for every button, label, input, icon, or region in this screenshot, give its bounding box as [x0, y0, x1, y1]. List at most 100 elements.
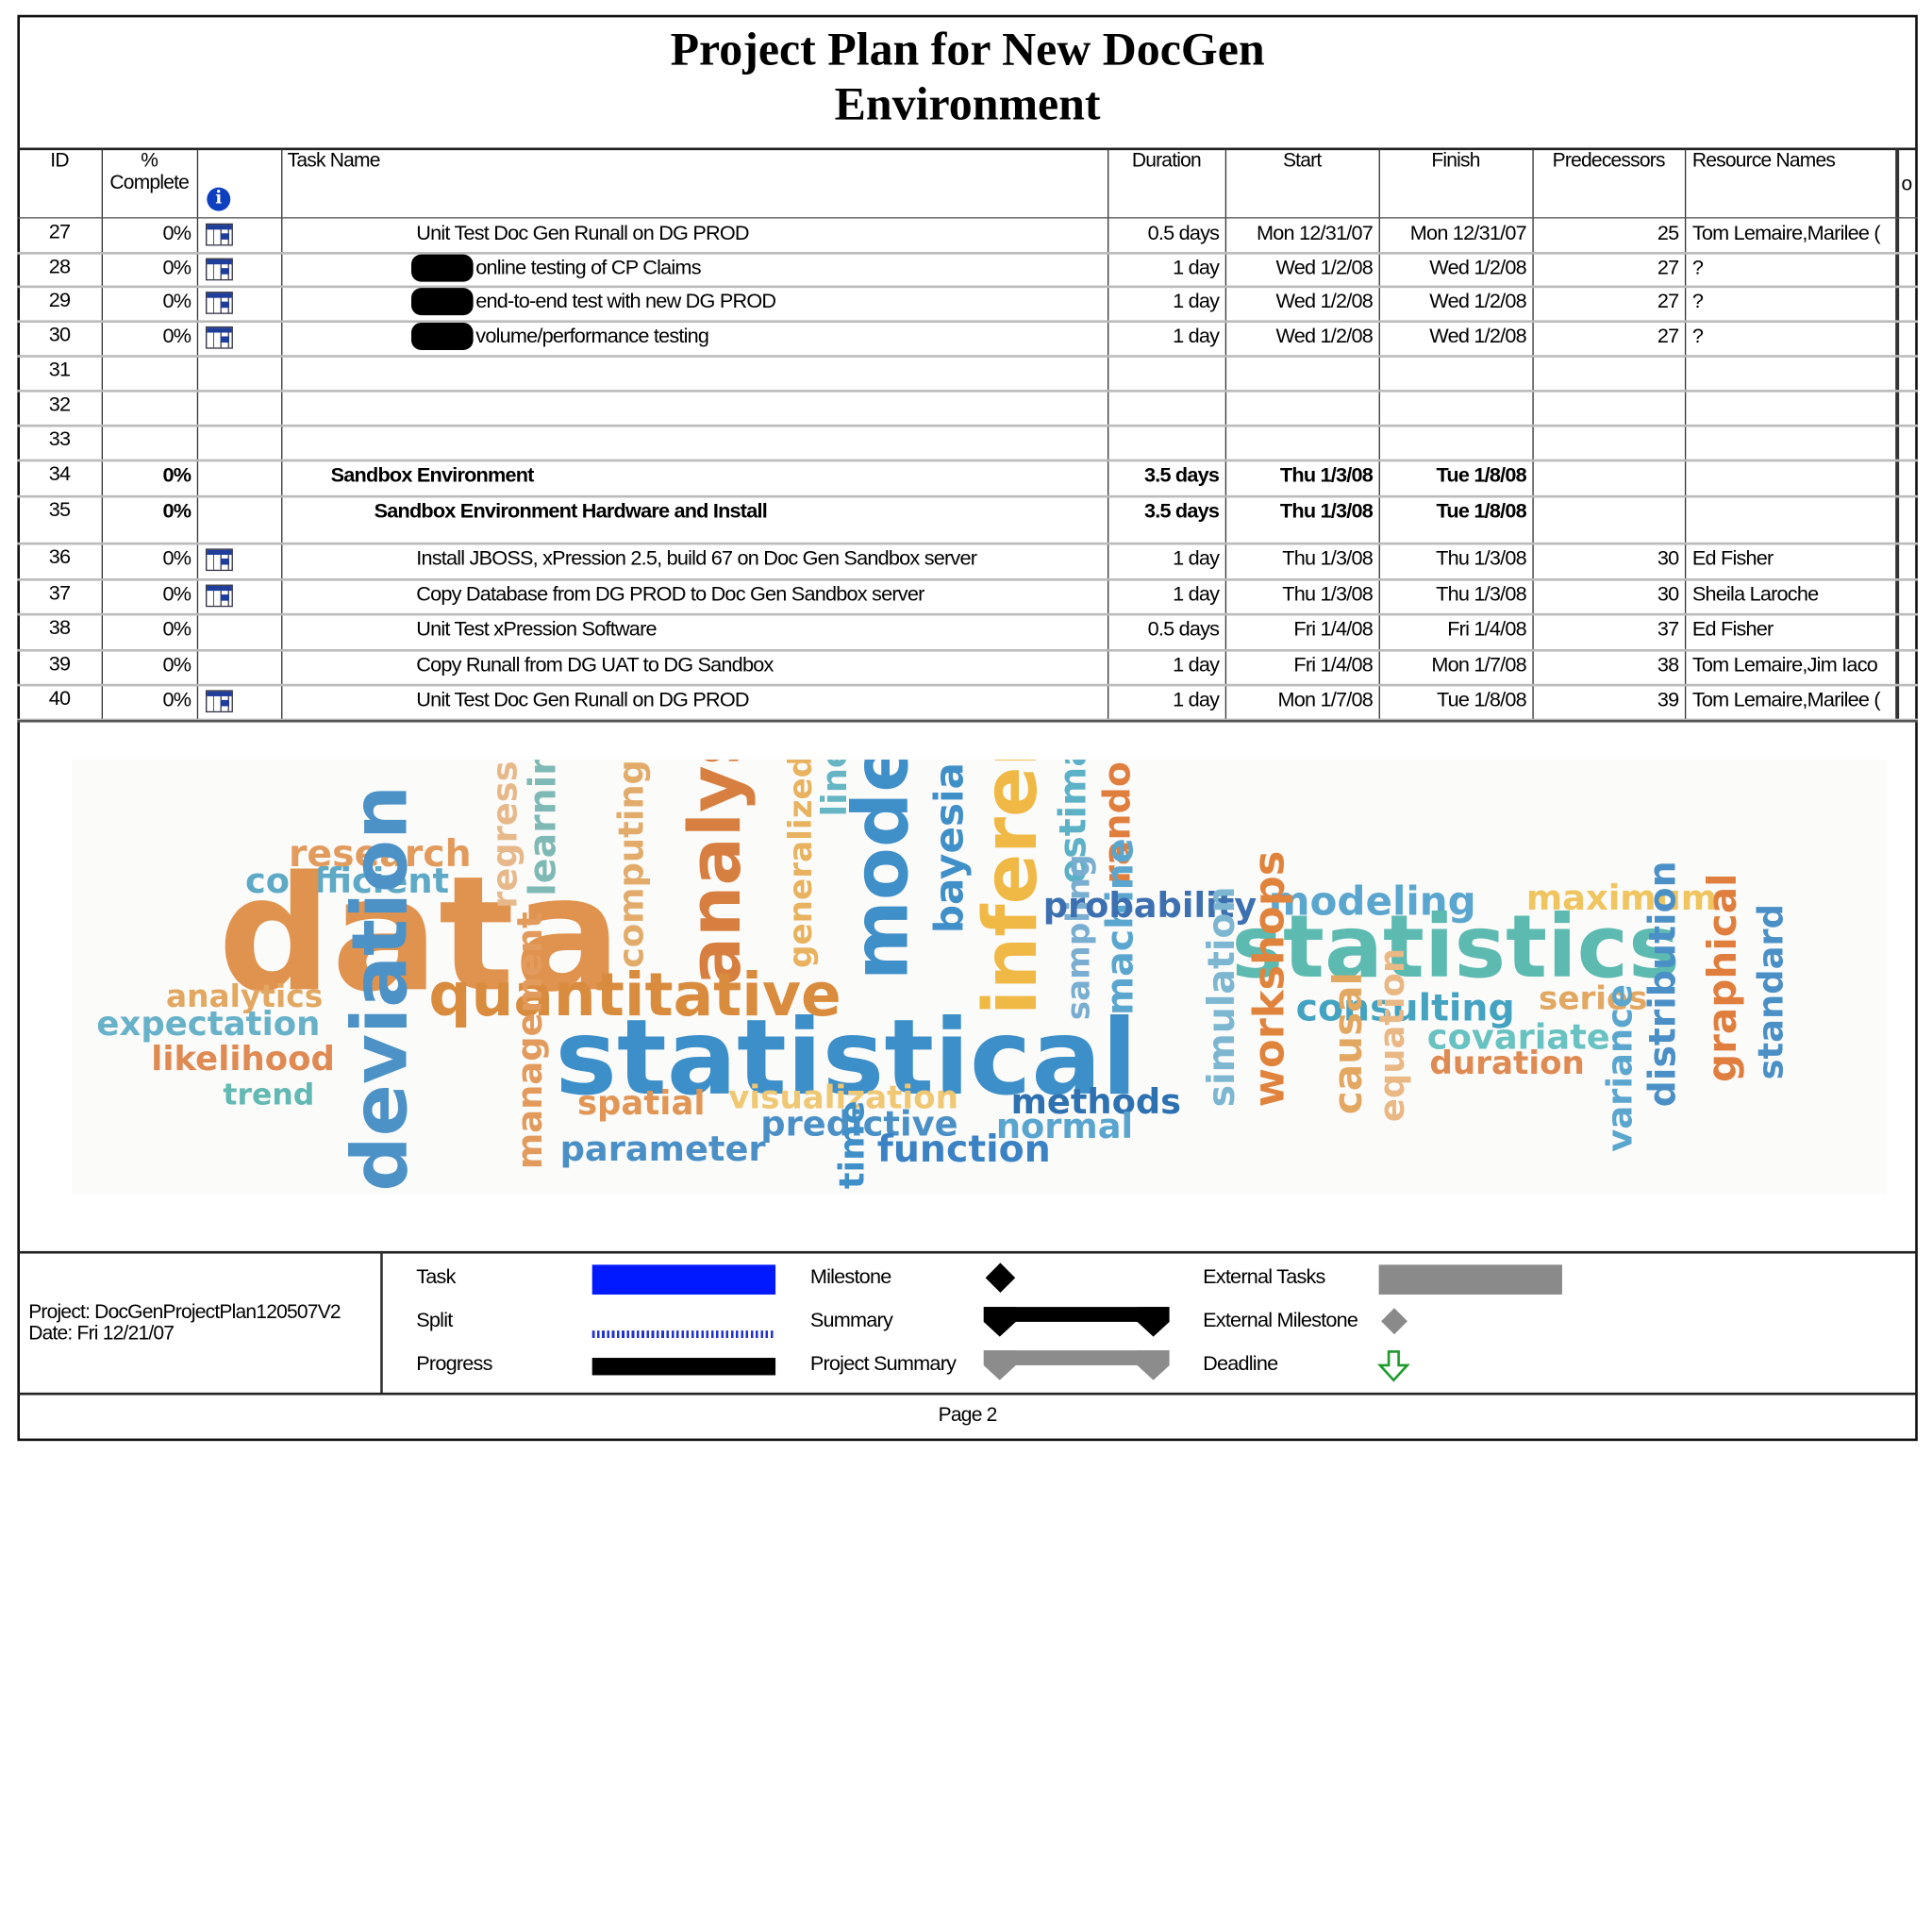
word-cloud-word: data — [218, 843, 622, 1028]
column-header: % Complete — [109, 150, 190, 194]
task-name: Copy Runall from DG UAT to DG Sandbox — [416, 654, 774, 677]
word-cloud-word: causal — [1324, 972, 1372, 1115]
percent-complete: 0% — [162, 222, 192, 245]
word-cloud-word: probability — [1042, 884, 1257, 927]
summary-bar-icon — [983, 1307, 1170, 1337]
redaction-mark — [410, 288, 474, 316]
task-finish: Wed 1/2/08 — [1429, 325, 1526, 348]
calendar-indicator-icon — [205, 548, 233, 572]
column-header: Start — [1282, 150, 1322, 172]
task-resources: ? — [1691, 290, 1704, 313]
legend-bottom-rule — [17, 1392, 1918, 1396]
task-name: volume/performance testing — [475, 325, 709, 348]
word-cloud-word: coefficient — [245, 860, 450, 901]
word-cloud-word: series — [1538, 980, 1648, 1018]
task-id: 28 — [48, 255, 71, 278]
column-header: Predecessors — [1552, 150, 1666, 172]
column-rule — [1224, 148, 1227, 720]
percent-complete: 0% — [162, 463, 192, 487]
legend-task-label: Task — [416, 1265, 456, 1289]
task-finish: Wed 1/2/08 — [1429, 257, 1526, 279]
task-start: Thu 1/3/08 — [1279, 463, 1374, 487]
task-id: 35 — [48, 498, 71, 522]
calendar-indicator-icon — [205, 690, 233, 713]
task-start: Thu 1/3/08 — [1282, 583, 1374, 606]
legend-external-tasks-bar — [1378, 1264, 1562, 1295]
task-resources: ? — [1691, 325, 1704, 348]
task-finish: Mon 1/7/08 — [1431, 654, 1526, 677]
word-cloud-word: quantitative — [428, 961, 841, 1030]
task-id: 39 — [48, 652, 71, 676]
deadline-arrow-icon — [1377, 1350, 1410, 1382]
legend-summary-label: Summary — [809, 1309, 893, 1332]
word-cloud-word: parameter — [559, 1128, 766, 1170]
task-predecessors: 27 — [1657, 325, 1679, 348]
task-name: Sandbox Environment — [330, 463, 535, 487]
task-duration: 3.5 days — [1143, 500, 1220, 523]
overflow-column-header: o — [1901, 174, 1913, 195]
task-id: 30 — [48, 324, 71, 346]
word-cloud-word: analytics — [165, 978, 324, 1014]
legend-top-rule — [17, 1250, 1918, 1254]
task-start: Wed 1/2/08 — [1275, 290, 1374, 313]
column-header: Resource Names — [1691, 150, 1836, 172]
row-rule — [17, 612, 1918, 616]
row-rule — [17, 494, 1918, 498]
project-name: Project: DocGenProjectPlan120507V2 — [28, 1301, 341, 1324]
word-cloud-word: variance — [1599, 984, 1641, 1152]
table-top-rule — [17, 147, 1918, 151]
task-start: Wed 1/2/08 — [1275, 325, 1374, 348]
legend-progress-bar — [591, 1358, 776, 1376]
column-header: Task Name — [287, 150, 381, 172]
word-cloud-word: trend — [223, 1077, 315, 1112]
task-name: Install JBOSS, xPression 2.5, build 67 o… — [416, 547, 977, 570]
legend-split-label: Split — [416, 1309, 453, 1332]
row-rule — [17, 355, 1918, 358]
header-rule — [17, 217, 1918, 219]
word-cloud-word: normal — [995, 1106, 1134, 1147]
page-title: Project Plan for New DocGen Environment — [17, 23, 1917, 132]
word-cloud-word: computing — [610, 760, 652, 969]
column-header: Duration — [1131, 150, 1202, 172]
task-duration: 1 day — [1173, 290, 1220, 313]
word-cloud-word: equation — [1371, 947, 1413, 1123]
word-cloud-word: visualization — [728, 1079, 958, 1117]
row-rule — [17, 285, 1918, 289]
legend-deadline-label: Deadline — [1203, 1352, 1278, 1376]
task-start: Thu 1/3/08 — [1279, 500, 1374, 523]
calendar-indicator-icon — [205, 584, 233, 608]
task-name: Sandbox Environment Hardware and Install — [374, 500, 768, 523]
task-resources: Sheila Laroche — [1691, 583, 1819, 606]
page-border — [17, 14, 1918, 1442]
page-number: Page 2 — [938, 1405, 998, 1427]
legend-split-bar — [591, 1330, 776, 1339]
word-cloud-word: duration — [1429, 1045, 1585, 1083]
word-cloud-word: research — [288, 832, 472, 877]
column-rule — [1684, 148, 1687, 720]
task-duration: 0.5 days — [1147, 222, 1220, 245]
word-cloud-word: expectation — [96, 1005, 321, 1045]
redaction-mark — [410, 323, 474, 350]
row-rule — [17, 577, 1918, 581]
percent-complete: 0% — [162, 257, 192, 279]
project-date: Date: Fri 12/21/07 — [28, 1323, 175, 1345]
legend-progress-label: Progress — [416, 1352, 492, 1376]
column-header: ID — [50, 150, 69, 172]
row-rule — [17, 390, 1918, 393]
word-cloud-word: methods — [1010, 1080, 1182, 1123]
percent-complete: 0% — [162, 583, 192, 606]
column-rule — [1532, 148, 1534, 720]
word-cloud-word: predictive — [760, 1103, 958, 1145]
task-duration: 1 day — [1173, 583, 1220, 606]
row-rule — [17, 542, 1918, 545]
word-cloud-word: management — [508, 911, 551, 1170]
word-cloud-word: analysis — [673, 760, 758, 986]
word-cloud-word: function — [876, 1128, 1051, 1172]
task-id: 38 — [48, 616, 71, 640]
word-cloud-word: likelihood — [151, 1040, 335, 1079]
word-cloud-image: research coefficient data analytics expectat… — [72, 760, 1888, 1195]
task-start: Mon 1/7/08 — [1277, 689, 1374, 711]
legend-milestone-label: Milestone — [809, 1265, 891, 1289]
task-predecessors: 30 — [1657, 583, 1679, 606]
task-start: Mon 12/31/07 — [1256, 222, 1374, 245]
